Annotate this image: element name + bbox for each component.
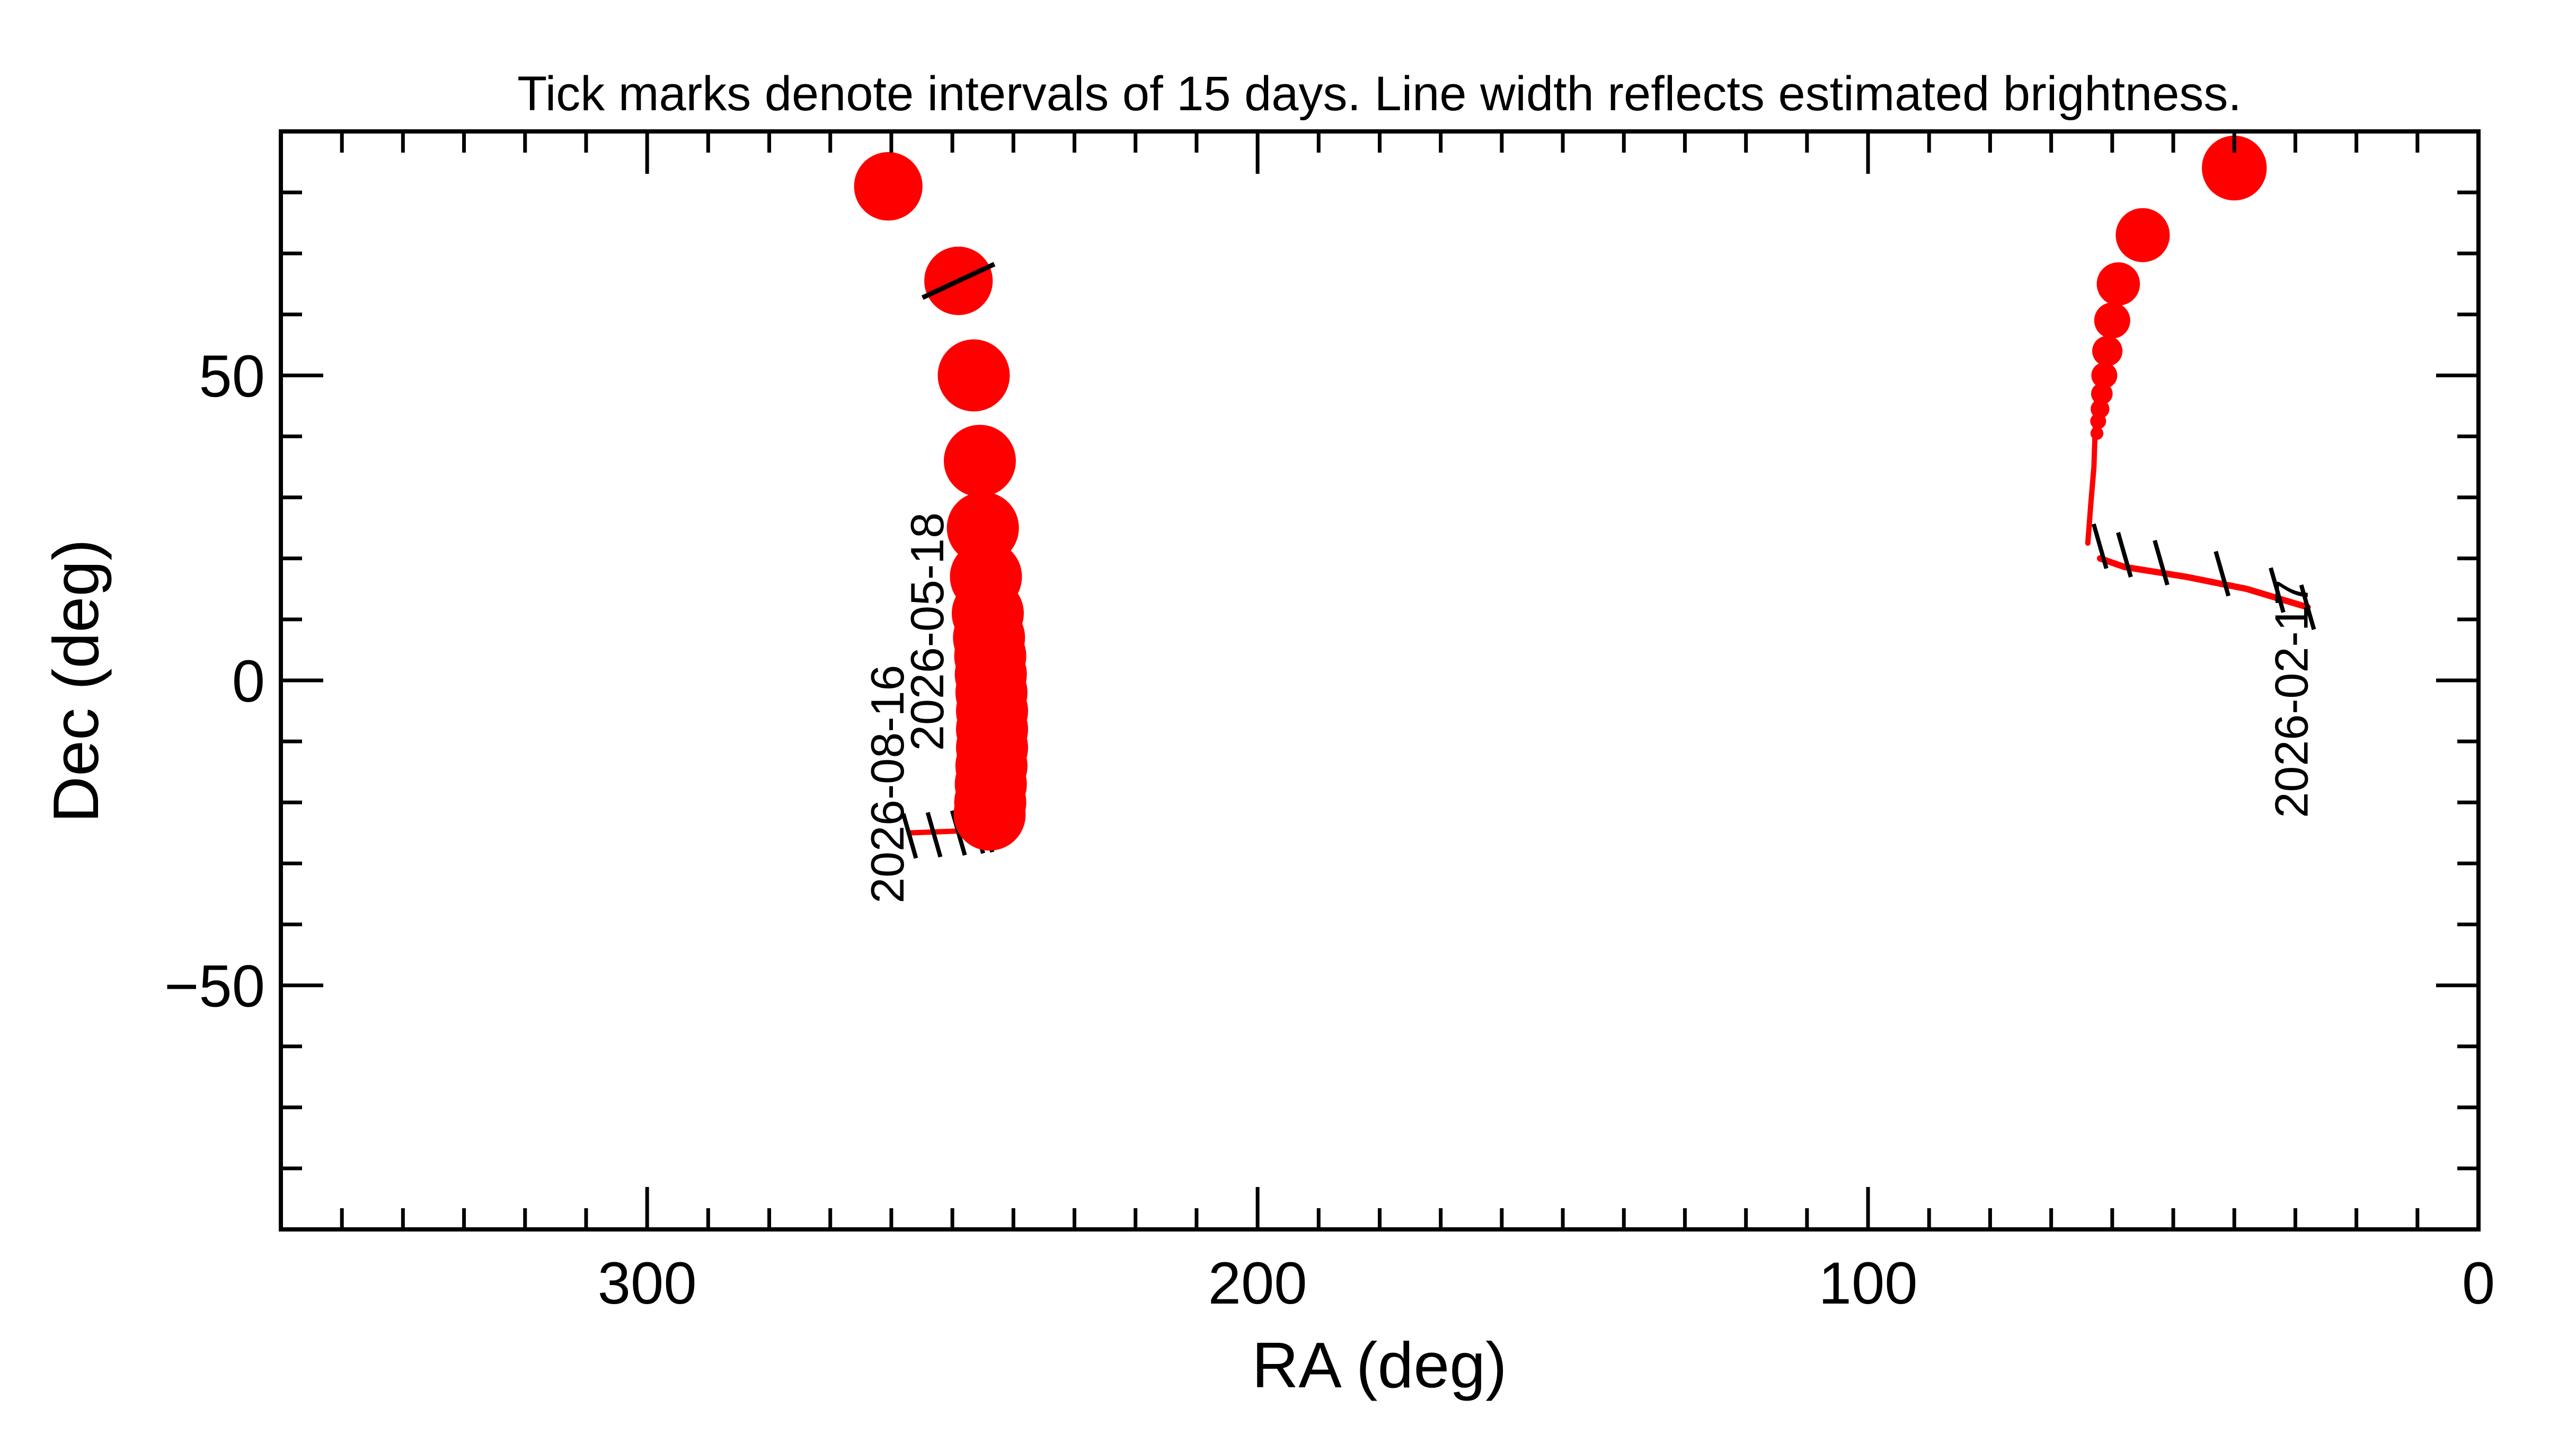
- position-dot-4: [944, 424, 1016, 497]
- position-dot-26: [2091, 400, 2110, 419]
- position-dot-23: [2092, 335, 2123, 367]
- position-dot-25: [2091, 383, 2113, 405]
- position-dot-3: [937, 339, 1010, 412]
- position-dot-18: [953, 778, 1026, 851]
- date-marker-1: [921, 262, 996, 300]
- position-dot-1: [854, 152, 923, 221]
- track-1-tick-3: [2153, 539, 2170, 586]
- position-dot-24: [2091, 362, 2118, 388]
- x-tick-label-200: 200: [1208, 1250, 1307, 1316]
- dots-layer: [854, 135, 2267, 851]
- x-tick-label-0: 0: [2462, 1250, 2495, 1316]
- axes-layer: 300 200 100 0 50 0 −50: [164, 129, 2495, 1316]
- track-1-tick-2: [2116, 532, 2133, 578]
- y-tick-label-0: 0: [232, 648, 265, 714]
- x-axis-label: RA (deg): [1252, 1329, 1507, 1401]
- y-tick-label-minus-50: −50: [164, 953, 265, 1020]
- track-1-tick-4: [2214, 551, 2231, 597]
- position-dot-20: [2115, 208, 2170, 262]
- position-dot-28: [2090, 427, 2104, 440]
- track-3-tick-1: [901, 813, 918, 859]
- position-dot-21: [2096, 262, 2140, 306]
- date-label-2026-08-16: 2026-08-16: [861, 665, 914, 903]
- date-label-2026-05-18: 2026-05-18: [901, 512, 953, 751]
- date-label-2026-02-17: 2026-02-17: [2265, 579, 2318, 818]
- position-dot-19: [2202, 135, 2267, 201]
- y-tick-label-50: 50: [199, 343, 265, 409]
- position-dot-27: [2090, 413, 2106, 429]
- track-1-tick-1: [2091, 523, 2109, 569]
- y-axis-label: Dec (deg): [40, 539, 112, 823]
- position-dot-22: [2094, 302, 2130, 339]
- track-1-tick-6: [2299, 584, 2316, 630]
- track-line-1: [2096, 555, 2311, 610]
- track-1-tick-5: [2269, 567, 2286, 613]
- x-tick-label-300: 300: [598, 1250, 697, 1316]
- track-3-tick-2: [925, 812, 943, 858]
- x-tick-label-100: 100: [1819, 1250, 1918, 1316]
- chart-title: Tick marks denote intervals of 15 days. …: [517, 67, 2242, 121]
